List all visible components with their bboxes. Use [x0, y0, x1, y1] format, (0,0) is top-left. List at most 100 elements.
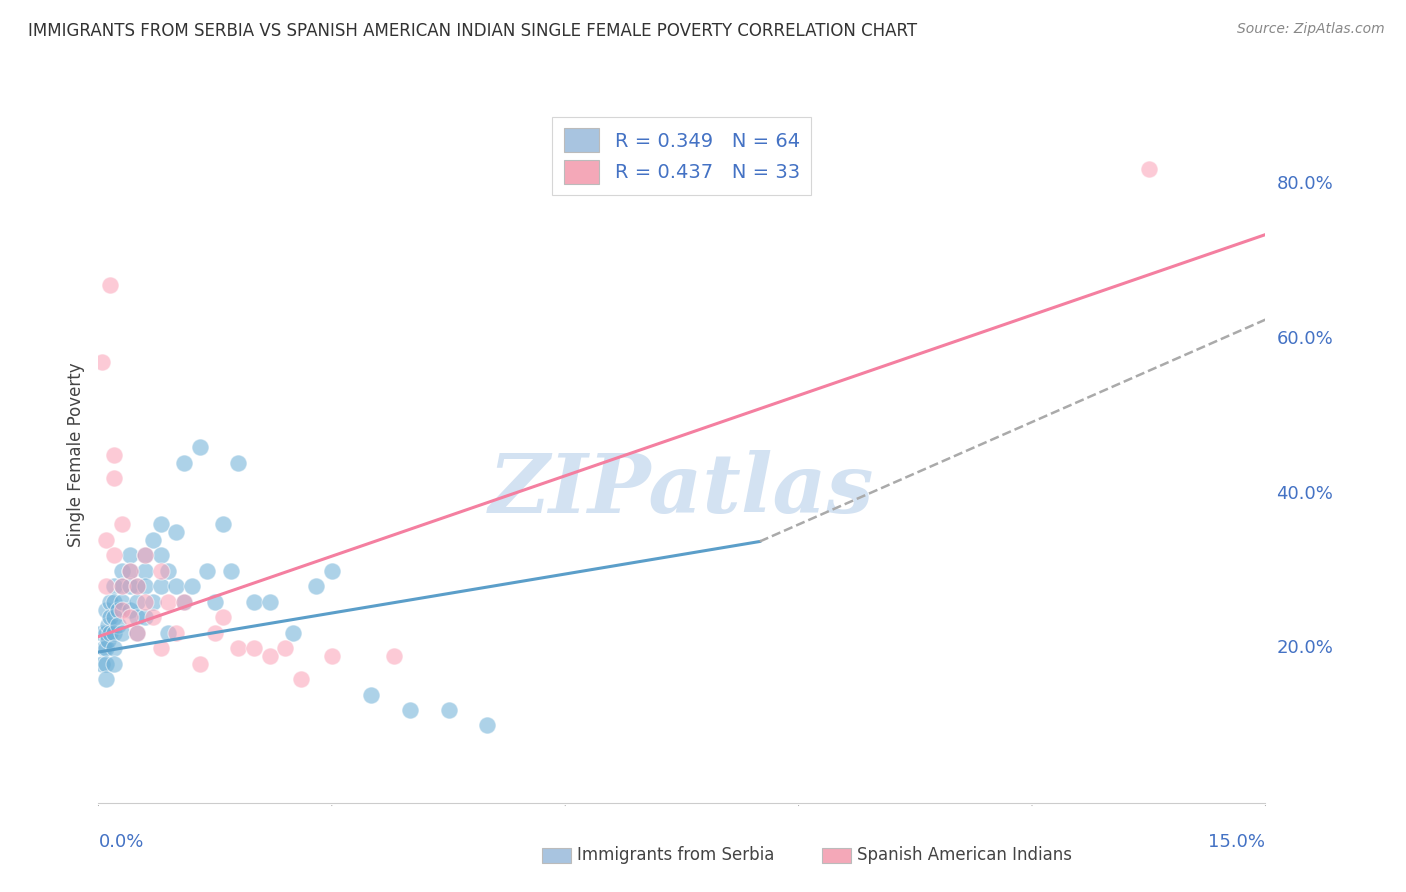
Point [173, 595, 195, 609]
Point [477, 718, 499, 732]
Point [173, 456, 195, 470]
Point [180, 579, 202, 593]
Point [111, 579, 134, 593]
Y-axis label: Single Female Poverty: Single Female Poverty [66, 363, 84, 547]
Point [127, 579, 149, 593]
Text: Spanish American Indians: Spanish American Indians [858, 846, 1071, 864]
Point [96, 602, 118, 616]
Point [165, 525, 187, 540]
Point [103, 657, 125, 671]
Point [96, 533, 118, 547]
Point [118, 579, 141, 593]
Point [134, 579, 156, 593]
Point [111, 602, 134, 616]
Point [111, 579, 134, 593]
Point [111, 625, 134, 640]
Text: Immigrants from Serbia: Immigrants from Serbia [576, 846, 775, 864]
Point [96, 657, 118, 671]
FancyBboxPatch shape [823, 848, 851, 863]
Point [96, 579, 118, 593]
Point [305, 579, 328, 593]
Point [98, 595, 121, 609]
Point [103, 595, 125, 609]
Point [96, 641, 118, 656]
Point [243, 595, 266, 609]
Point [97, 633, 120, 648]
Point [188, 440, 211, 454]
Point [321, 564, 343, 578]
Point [228, 641, 250, 656]
Point [157, 595, 180, 609]
Point [91, 355, 114, 369]
Point [134, 549, 156, 563]
Point [103, 610, 125, 624]
Point [103, 471, 125, 485]
Point [165, 625, 187, 640]
Point [259, 648, 281, 663]
Point [437, 703, 460, 717]
Point [103, 625, 125, 640]
Point [204, 595, 226, 609]
Point [219, 564, 242, 578]
Point [103, 448, 125, 462]
Point [149, 549, 172, 563]
Point [165, 579, 187, 593]
Point [259, 595, 281, 609]
Point [118, 564, 141, 578]
Point [290, 672, 312, 686]
Legend: R = 0.349   N = 64, R = 0.437   N = 33: R = 0.349 N = 64, R = 0.437 N = 33 [553, 117, 811, 195]
Text: 40.0%: 40.0% [1277, 484, 1333, 502]
Point [96, 625, 118, 640]
Text: 0.0%: 0.0% [98, 833, 143, 851]
Point [173, 595, 195, 609]
FancyBboxPatch shape [541, 848, 571, 863]
Point [188, 657, 211, 671]
Point [360, 688, 382, 702]
Point [212, 610, 235, 624]
Point [118, 602, 141, 616]
Point [134, 564, 156, 578]
Point [195, 564, 218, 578]
Point [107, 602, 129, 616]
Point [134, 549, 156, 563]
Point [149, 517, 172, 532]
Text: ZIPatlas: ZIPatlas [489, 450, 875, 530]
Point [97, 618, 120, 632]
Point [149, 579, 172, 593]
Point [157, 625, 180, 640]
Point [118, 564, 141, 578]
Point [398, 703, 420, 717]
Point [321, 648, 343, 663]
Point [243, 641, 266, 656]
Point [127, 625, 149, 640]
Point [149, 564, 172, 578]
Text: IMMIGRANTS FROM SERBIA VS SPANISH AMERICAN INDIAN SINGLE FEMALE POVERTY CORRELAT: IMMIGRANTS FROM SERBIA VS SPANISH AMERIC… [28, 22, 917, 40]
Point [111, 595, 134, 609]
Text: 60.0%: 60.0% [1277, 330, 1333, 348]
Point [103, 549, 125, 563]
Point [274, 641, 297, 656]
Point [107, 618, 129, 632]
Point [134, 595, 156, 609]
Point [111, 564, 134, 578]
Point [91, 625, 114, 640]
Point [98, 625, 121, 640]
Point [142, 610, 165, 624]
Point [142, 533, 165, 547]
Point [98, 610, 121, 624]
Point [382, 648, 405, 663]
Point [98, 277, 121, 292]
Text: 80.0%: 80.0% [1277, 176, 1333, 194]
Point [127, 610, 149, 624]
Point [149, 641, 172, 656]
Point [118, 549, 141, 563]
Point [103, 579, 125, 593]
Point [91, 657, 114, 671]
Point [127, 595, 149, 609]
Point [118, 610, 141, 624]
Point [111, 517, 134, 532]
Point [1137, 161, 1160, 176]
Point [127, 625, 149, 640]
Point [142, 595, 165, 609]
Point [228, 456, 250, 470]
